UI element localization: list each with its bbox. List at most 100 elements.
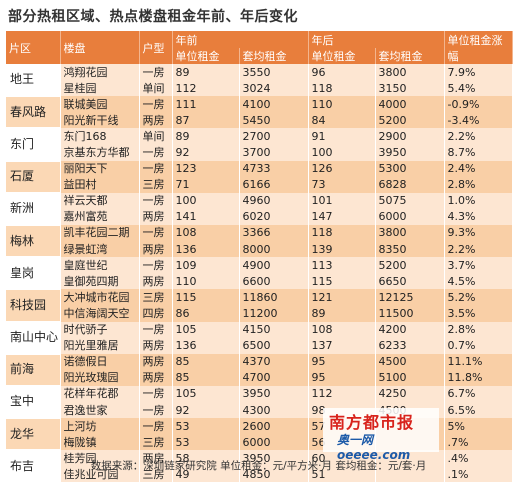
after-unit-rent-cell: 89 xyxy=(308,305,376,322)
before-unit-rent-cell: 85 xyxy=(172,369,240,386)
before-avg-rent-cell: 5450 xyxy=(239,112,309,129)
room-type-cell: 一房 xyxy=(139,144,173,161)
room-type-cell: 四房 xyxy=(139,305,173,322)
before-avg-rent-cell: 3366 xyxy=(239,224,309,242)
rent-change-cell: 8.7% xyxy=(444,144,513,161)
estate-cell: 皇御苑四期 xyxy=(60,273,140,290)
before-unit-rent-cell: 141 xyxy=(172,208,240,225)
header-after-unit-rent: 单位租金 xyxy=(308,48,376,64)
district-cell: 布吉 xyxy=(6,450,61,483)
district-cell: 东门 xyxy=(6,128,61,162)
source-note: 数据来源：深圳链家研究院 单位租金：元/平方米·月 套均租金：元/套·月 xyxy=(90,460,427,472)
table-row: 中信海阔天空 四房 86 11200 89 11500 3.5% xyxy=(6,305,513,322)
before-avg-rent-cell: 4900 xyxy=(239,257,309,274)
rent-change-cell: 2.8% xyxy=(444,176,513,193)
room-type-cell: 一房 xyxy=(139,418,173,435)
before-avg-rent-cell: 3950 xyxy=(239,385,309,402)
rent-change-cell: 7.9% xyxy=(444,64,513,81)
room-type-cell: 一房 xyxy=(139,385,173,402)
before-avg-rent-cell: 3950 xyxy=(239,450,309,467)
rent-table: 片区 楼盘 户型 年前 年后 单位租金涨幅 单位租金 套均租金 单位租金 套均租… xyxy=(6,31,513,483)
after-avg-rent-cell: 3800 xyxy=(375,64,445,81)
room-type-cell: 一房 xyxy=(139,321,173,338)
before-unit-rent-cell: 86 xyxy=(172,305,240,322)
estate-cell: 益田村 xyxy=(60,176,140,193)
district-cell: 皇岗 xyxy=(6,257,61,291)
after-unit-rent-cell: 110 xyxy=(308,96,376,113)
rent-change-cell: 4.3% xyxy=(444,208,513,225)
after-avg-rent-cell: 4500 xyxy=(375,353,445,370)
table-row: 前海 诺德假日 两房 85 4370 95 4500 11.1% xyxy=(6,353,513,387)
table-row: 东门 东门168 单间 89 2700 91 2900 2.2% xyxy=(6,128,513,162)
after-avg-rent-cell xyxy=(375,450,445,467)
district-cell: 地王 xyxy=(6,64,61,98)
rent-change-cell: 3.7% xyxy=(444,257,513,274)
table-row: 春风路 联城美园 一房 111 4100 110 4000 -0.9% xyxy=(6,96,513,130)
room-type-cell: 一房 xyxy=(139,192,173,209)
after-avg-rent-cell: 2900 xyxy=(375,128,445,145)
rent-change-cell: -3.4% xyxy=(444,112,513,129)
table-row: 绿景虹湾 两房 136 8000 139 8350 2.2% xyxy=(6,241,513,258)
after-unit-rent-cell: 60 xyxy=(308,450,376,467)
after-avg-rent-cell: 6828 xyxy=(375,176,445,193)
header-before-group: 年前 xyxy=(172,31,309,48)
header-row-2: 单位租金 套均租金 单位租金 套均租金 xyxy=(6,48,512,64)
page-title: 部分热租区域、热点楼盘租金年前、年后变化 xyxy=(8,9,298,25)
before-unit-rent-cell: 136 xyxy=(172,337,240,354)
before-unit-rent-cell: 92 xyxy=(172,144,240,161)
before-avg-rent-cell: 4733 xyxy=(239,160,309,177)
before-unit-rent-cell: 53 xyxy=(172,434,240,451)
after-avg-rent-cell: 8350 xyxy=(375,241,445,258)
after-unit-rent-cell: 101 xyxy=(308,192,376,209)
district-cell: 宝中 xyxy=(6,385,61,420)
before-avg-rent-cell: 6000 xyxy=(239,434,309,451)
table-row: 石厦 丽阳天下 一房 123 4733 126 5300 2.4% xyxy=(6,160,513,194)
table-row: 佳兆业可园 三房 49 4850 51 .1% xyxy=(6,466,513,483)
before-unit-rent-cell: 53 xyxy=(172,418,240,435)
after-unit-rent-cell: 73 xyxy=(308,176,376,193)
header-row-1: 片区 楼盘 户型 年前 年后 单位租金涨幅 xyxy=(6,31,513,64)
district-cell: 科技园 xyxy=(6,289,61,323)
table-row: 阳光里雅居 两房 136 6500 137 6233 0.7% xyxy=(6,337,513,354)
before-avg-rent-cell: 11860 xyxy=(239,289,309,306)
before-unit-rent-cell: 112 xyxy=(172,80,240,97)
room-type-cell: 一房 xyxy=(139,224,173,242)
room-type-cell: 两房 xyxy=(139,112,173,129)
table-row: 地王 鸿翔花园 一房 89 3550 96 3800 7.9% xyxy=(6,64,513,98)
header-room-type: 户型 xyxy=(139,31,173,64)
district-cell: 龙华 xyxy=(6,418,61,452)
before-avg-rent-cell: 6500 xyxy=(239,337,309,354)
estate-cell: 联城美园 xyxy=(60,96,140,113)
room-type-cell: 单间 xyxy=(139,128,173,145)
before-unit-rent-cell: 87 xyxy=(172,112,240,129)
after-unit-rent-cell: 100 xyxy=(308,144,376,161)
estate-cell: 中信海阔天空 xyxy=(60,305,140,322)
after-avg-rent-cell: 11500 xyxy=(375,305,445,322)
after-avg-rent-cell: 3150 xyxy=(375,80,445,97)
room-type-cell: 两房 xyxy=(139,353,173,370)
estate-cell: 星桂园 xyxy=(60,80,140,97)
estate-cell: 东门168 xyxy=(60,128,140,145)
before-avg-rent-cell: 11200 xyxy=(239,305,309,322)
district-cell: 梅林 xyxy=(6,224,61,259)
before-unit-rent-cell: 71 xyxy=(172,176,240,193)
room-type-cell: 两房 xyxy=(139,337,173,354)
watermark-logo-text: 南方都市报 xyxy=(329,413,415,432)
after-unit-rent-cell: 147 xyxy=(308,208,376,225)
before-unit-rent-cell: 89 xyxy=(172,128,240,145)
table-row: 嘉州富苑 两房 141 6020 147 6000 4.3% xyxy=(6,208,513,225)
room-type-cell: 三房 xyxy=(139,466,173,483)
estate-cell: 京基东方华都 xyxy=(60,144,140,161)
before-avg-rent-cell: 2600 xyxy=(239,418,309,435)
before-avg-rent-cell: 4370 xyxy=(239,353,309,370)
estate-cell: 阳光玫瑰园 xyxy=(60,369,140,386)
after-unit-rent-cell: 95 xyxy=(308,353,376,370)
rent-change-cell: .7% xyxy=(444,434,513,451)
rent-change-cell: 2.4% xyxy=(444,160,513,177)
estate-cell: 佳兆业可园 xyxy=(60,466,140,483)
estate-cell: 凯丰花园二期 xyxy=(60,224,140,242)
after-avg-rent-cell: 4250 xyxy=(375,385,445,402)
table-row: 星桂园 单间 112 3024 118 3150 5.4% xyxy=(6,80,513,97)
before-avg-rent-cell: 3700 xyxy=(239,144,309,161)
table-row: 新洲 祥云天都 一房 100 4960 101 5075 1.0% xyxy=(6,192,513,226)
